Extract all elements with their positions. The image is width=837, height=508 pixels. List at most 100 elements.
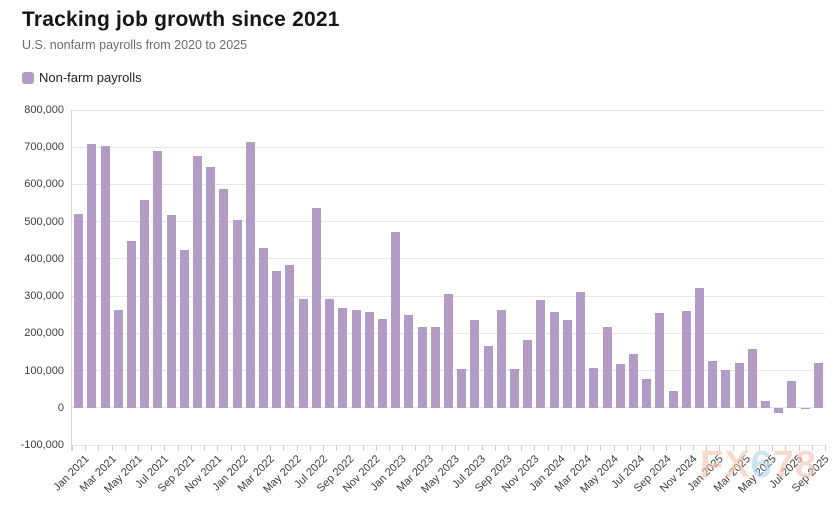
bar-jan-2022[interactable] bbox=[232, 220, 242, 408]
x-axis-tick bbox=[85, 445, 87, 451]
bar-jun-2025[interactable] bbox=[774, 407, 784, 413]
x-axis-tick bbox=[230, 445, 232, 451]
bar-aug-2021[interactable] bbox=[166, 215, 176, 408]
bar-dec-2023[interactable] bbox=[536, 299, 546, 408]
bar-jan-2024[interactable] bbox=[549, 312, 559, 408]
gridline bbox=[72, 146, 825, 148]
bar-sep-2024[interactable] bbox=[655, 312, 665, 408]
x-axis-tick bbox=[534, 445, 536, 451]
bar-jan-2025[interactable] bbox=[708, 361, 718, 408]
gridline bbox=[72, 258, 825, 260]
x-axis-tick bbox=[640, 445, 642, 451]
x-axis-tick bbox=[177, 445, 179, 451]
y-axis-label: 200,000 bbox=[24, 327, 64, 340]
x-axis-tick bbox=[494, 445, 496, 451]
bar-jul-2024[interactable] bbox=[628, 354, 638, 408]
bar-dec-2021[interactable] bbox=[219, 188, 229, 408]
x-axis-tick bbox=[772, 445, 774, 451]
x-axis-tick bbox=[190, 445, 192, 451]
bar-may-2021[interactable] bbox=[126, 241, 136, 408]
x-axis-tick bbox=[455, 445, 457, 451]
y-axis-label: 500,000 bbox=[24, 215, 64, 228]
bar-mar-2025[interactable] bbox=[734, 363, 744, 408]
x-axis-tick bbox=[825, 445, 826, 451]
bar-mar-2024[interactable] bbox=[576, 292, 586, 408]
bar-mar-2021[interactable] bbox=[100, 145, 110, 408]
x-axis-tick bbox=[362, 445, 364, 451]
bar-may-2025[interactable] bbox=[761, 400, 771, 408]
x-axis-tick bbox=[336, 445, 338, 451]
bar-nov-2024[interactable] bbox=[681, 310, 691, 408]
bar-aug-2023[interactable] bbox=[483, 346, 493, 408]
bar-nov-2021[interactable] bbox=[206, 166, 216, 408]
bar-feb-2023[interactable] bbox=[404, 315, 414, 408]
bar-may-2023[interactable] bbox=[444, 293, 453, 408]
x-axis-tick bbox=[270, 445, 272, 451]
bar-jul-2022[interactable] bbox=[311, 207, 321, 408]
x-axis-tick bbox=[349, 445, 351, 451]
bar-jun-2022[interactable] bbox=[298, 298, 308, 408]
bar-may-2022[interactable] bbox=[285, 264, 295, 408]
x-axis-tick bbox=[217, 445, 219, 451]
bar-apr-2024[interactable] bbox=[589, 367, 599, 408]
bar-jan-2023[interactable] bbox=[391, 232, 401, 408]
bar-aug-2022[interactable] bbox=[325, 299, 335, 408]
bar-oct-2023[interactable] bbox=[510, 368, 520, 408]
bar-jan-2021[interactable] bbox=[74, 214, 84, 408]
bar-aug-2025[interactable] bbox=[800, 407, 810, 410]
bar-feb-2025[interactable] bbox=[721, 369, 731, 408]
bar-dec-2022[interactable] bbox=[377, 318, 387, 408]
bar-sep-2023[interactable] bbox=[496, 310, 506, 408]
bar-jul-2023[interactable] bbox=[470, 319, 480, 408]
bar-aug-2024[interactable] bbox=[642, 378, 652, 408]
bar-mar-2023[interactable] bbox=[417, 327, 427, 408]
x-axis-tick bbox=[98, 445, 100, 451]
gridline bbox=[72, 444, 825, 446]
bar-apr-2021[interactable] bbox=[113, 309, 123, 408]
x-axis-tick bbox=[547, 445, 549, 451]
bar-apr-2022[interactable] bbox=[272, 270, 282, 408]
gridline bbox=[72, 183, 825, 185]
y-axis-label: 600,000 bbox=[24, 178, 64, 191]
bar-dec-2024[interactable] bbox=[695, 287, 704, 408]
x-axis-tick bbox=[758, 445, 760, 451]
bar-mar-2022[interactable] bbox=[259, 248, 269, 408]
bar-oct-2024[interactable] bbox=[668, 391, 678, 408]
bar-jul-2021[interactable] bbox=[153, 151, 163, 408]
bar-jul-2025[interactable] bbox=[787, 380, 797, 408]
y-axis-label: 300,000 bbox=[24, 290, 64, 303]
bar-apr-2025[interactable] bbox=[747, 348, 757, 408]
x-axis-tick bbox=[785, 445, 787, 451]
bar-sep-2022[interactable] bbox=[338, 307, 348, 408]
x-axis-tick bbox=[256, 445, 258, 451]
bar-oct-2022[interactable] bbox=[351, 309, 361, 408]
bar-nov-2022[interactable] bbox=[364, 312, 374, 408]
bar-sep-2025[interactable] bbox=[813, 363, 823, 408]
x-axis-tick bbox=[283, 445, 285, 451]
bar-jun-2021[interactable] bbox=[140, 200, 150, 408]
bar-feb-2024[interactable] bbox=[562, 319, 572, 408]
bar-jun-2024[interactable] bbox=[615, 363, 625, 408]
x-axis-tick bbox=[481, 445, 483, 451]
chart-subtitle: U.S. nonfarm payrolls from 2020 to 2025 bbox=[22, 38, 248, 52]
bar-apr-2023[interactable] bbox=[430, 327, 440, 408]
bar-oct-2021[interactable] bbox=[193, 155, 202, 408]
x-axis-tick bbox=[323, 445, 324, 451]
bar-jun-2023[interactable] bbox=[457, 368, 467, 408]
y-axis-label: 0 bbox=[57, 401, 64, 414]
y-axis-label: 100,000 bbox=[24, 364, 64, 377]
x-axis-tick bbox=[389, 445, 391, 451]
x-axis-tick bbox=[811, 445, 813, 451]
x-axis-tick bbox=[745, 445, 747, 451]
x-axis-tick bbox=[204, 445, 206, 451]
y-axis-label: -100,000 bbox=[20, 439, 64, 451]
bar-nov-2023[interactable] bbox=[523, 340, 533, 408]
bar-sep-2021[interactable] bbox=[179, 249, 189, 408]
x-axis-tick bbox=[111, 445, 113, 451]
chart-title: Tracking job growth since 2021 bbox=[22, 8, 340, 31]
legend-item-nonfarm-payrolls[interactable]: Non-farm payrolls bbox=[22, 70, 142, 85]
bar-feb-2022[interactable] bbox=[245, 142, 255, 408]
bar-may-2024[interactable] bbox=[602, 327, 612, 408]
bar-feb-2021[interactable] bbox=[87, 143, 97, 408]
